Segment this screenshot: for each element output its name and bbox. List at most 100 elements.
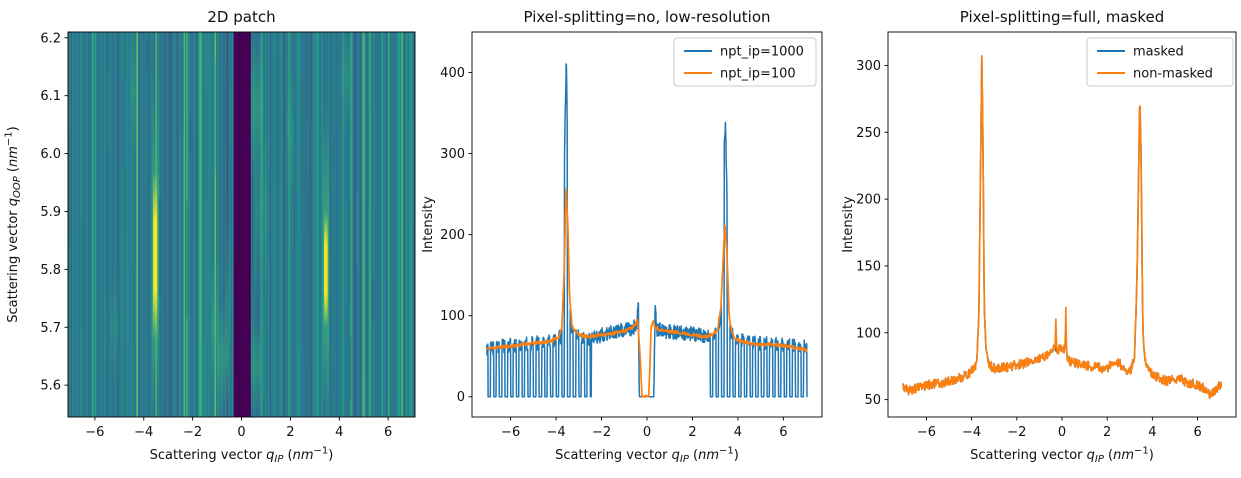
heatmap-stripe: [351, 32, 354, 417]
axes-spines: [887, 31, 1237, 418]
heatmap-stripe: [371, 32, 374, 417]
heatmap-texture-streak: [295, 190, 298, 240]
heatmap-texture-streak: [73, 233, 75, 340]
heatmap-texture-streak: [366, 266, 368, 377]
heatmap-stripe: [385, 32, 388, 417]
x-tick-label: −2: [592, 425, 611, 440]
heatmap-stripe: [115, 32, 117, 417]
heatmap-stripe: [336, 32, 339, 417]
heatmap-stripe: [193, 32, 195, 417]
heatmap-stripe: [316, 32, 319, 417]
heatmap-stripe: [144, 32, 147, 417]
heatmap-stripe: [303, 32, 306, 417]
heatmap-stripe: [354, 32, 357, 417]
heatmap-stripe: [377, 32, 379, 417]
heatmap-stripe: [376, 32, 378, 417]
heatmap-stripe: [342, 32, 345, 417]
heatmap-stripe: [179, 32, 182, 417]
heatmap-stripe: [69, 32, 71, 417]
subplot-title: Pixel-splitting=full, masked: [960, 8, 1165, 26]
heatmap-texture-streak: [308, 150, 311, 257]
x-tick-label: 2: [286, 425, 294, 440]
heatmap-texture-streak: [229, 80, 231, 156]
heatmap-stripe: [166, 32, 168, 417]
heatmap-stripe: [84, 32, 86, 417]
heatmap-stripe: [335, 32, 338, 417]
y-tick-label: 250: [856, 126, 881, 141]
legend-label: npt_ip=1000: [720, 45, 804, 60]
heatmap-stripe: [272, 32, 275, 417]
heatmap-stripe: [101, 32, 104, 417]
heatmap-texture-streak: [351, 64, 353, 131]
heatmap-stripe: [339, 32, 342, 417]
heatmap-stripe: [353, 32, 355, 417]
x-tick-label: 0: [643, 425, 651, 440]
heatmap-stripe: [120, 32, 123, 417]
heatmap-stripe: [125, 32, 128, 417]
heatmap-stripe: [386, 32, 389, 417]
heatmap-stripe: [362, 32, 365, 417]
heatmap-bright-column-core: [324, 211, 328, 328]
heatmap-stripe: [147, 32, 149, 417]
heatmap-stripe: [146, 32, 148, 417]
heatmap-stripe: [160, 32, 163, 417]
heatmap-stripe: [393, 32, 396, 417]
heatmap-stripe: [312, 32, 315, 417]
heatmap-stripe: [396, 32, 398, 417]
heatmap-stripe: [401, 32, 404, 417]
heatmap-stripe: [174, 32, 176, 417]
heatmap-stripe: [70, 32, 73, 417]
y-tick-label: 100: [856, 326, 881, 341]
heatmap-stripe: [78, 32, 81, 417]
y-tick-label: 400: [440, 66, 465, 81]
heatmap-stripe: [366, 32, 369, 417]
x-tick-label: −6: [85, 425, 104, 440]
heatmap-stripe: [330, 32, 332, 417]
heatmap-stripe: [195, 32, 198, 417]
heatmap-stripe: [374, 32, 377, 417]
heatmap-stripe: [140, 32, 143, 417]
heatmap-stripe: [168, 32, 171, 417]
heatmap-stripe: [107, 32, 109, 417]
heatmap-stripe: [358, 32, 361, 417]
heatmap-texture-streak: [411, 123, 414, 225]
heatmap-stripe: [410, 32, 413, 417]
heatmap-stripe: [116, 32, 119, 417]
heatmap-stripe: [111, 32, 113, 417]
heatmap-stripe: [189, 32, 191, 417]
x-axis-label: Scattering vector qIP (nm−1): [555, 446, 739, 466]
heatmap-stripe: [297, 32, 300, 417]
heatmap-stripe: [109, 32, 112, 417]
heatmap-stripe: [404, 32, 406, 417]
heatmap-texture-streak: [204, 91, 208, 203]
x-tick-label: −4: [962, 425, 981, 440]
y-tick-label: 300: [440, 147, 465, 162]
heatmap-stripe: [202, 32, 205, 417]
x-tick-label: −4: [134, 425, 153, 440]
heatmap-stripe: [350, 32, 353, 417]
x-tick-label: −4: [547, 425, 566, 440]
heatmap-stripe: [194, 32, 197, 417]
heatmap-green-smudge: [211, 257, 219, 397]
heatmap-texture-streak: [71, 288, 75, 332]
y-tick-label: 200: [440, 228, 465, 243]
heatmap-stripe: [304, 32, 307, 417]
heatmap-stripe: [97, 32, 100, 417]
heatmap-texture-streak: [158, 311, 161, 404]
plot-area: [902, 55, 1223, 400]
heatmap-texture-streak: [303, 231, 305, 350]
heatmap-stripe: [113, 32, 116, 417]
heatmap-stripe: [388, 32, 390, 417]
heatmap-stripe: [215, 32, 218, 417]
heatmap-stripe: [94, 32, 97, 417]
heatmap-stripe: [170, 32, 172, 417]
heatmap-stripe: [73, 32, 76, 417]
heatmap-texture-streak: [106, 68, 110, 149]
y-tick-label: 6.0: [40, 147, 61, 162]
heatmap-stripe: [172, 32, 175, 417]
heatmap-stripe: [129, 32, 132, 417]
series-line-npt-ip-100: [486, 188, 808, 398]
heatmap-stripe: [164, 32, 167, 417]
heatmap-stripe: [253, 32, 256, 417]
